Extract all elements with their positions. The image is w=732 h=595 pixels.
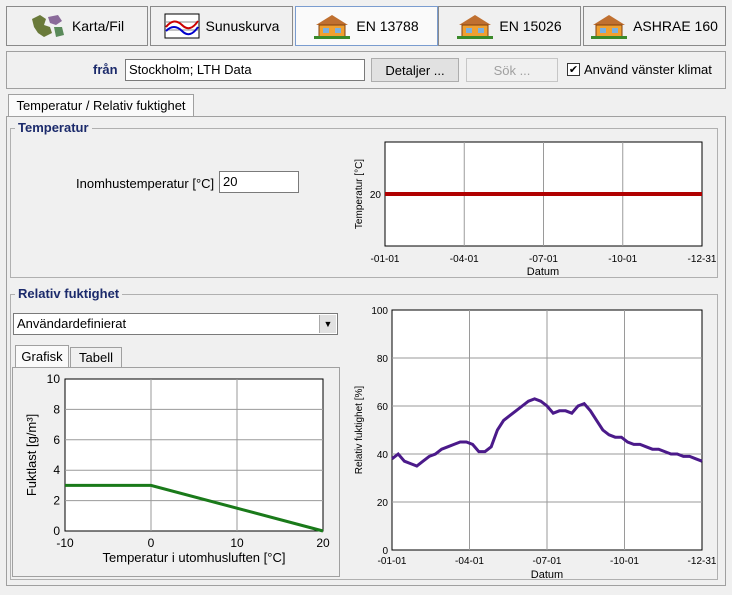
temperature-chart: -01-01 -04-01 -07-01 -10-01 -12-31 20 Datum … — [354, 141, 717, 278]
humidity-mode-select[interactable]: Användardefinierat ▼ — [13, 313, 338, 335]
y-tick-label: 10 — [47, 372, 61, 386]
moisture-series-line — [65, 483, 324, 533]
x-tick-label: 10 — [230, 536, 244, 550]
tab-label: EN 15026 — [499, 18, 562, 34]
tab-en-15026[interactable]: EN 15026 — [438, 6, 581, 46]
x-tick-label: -01-01 — [378, 556, 407, 567]
moisture-ylabel: Fuktlast [g/m³] — [24, 414, 39, 496]
tab-label: Karta/Fil — [71, 18, 125, 34]
tab-karta-fil[interactable]: Karta/Fil — [6, 6, 148, 46]
moisture-plot-area — [64, 378, 324, 532]
y-tick-label: 60 — [377, 402, 389, 413]
search-button[interactable]: Sök ... — [466, 58, 558, 82]
house-icon — [314, 15, 351, 39]
tab-ashrae-160[interactable]: ASHRAE 160 — [583, 6, 726, 46]
tab-temperature-humidity[interactable]: Temperatur / Relativ fuktighet — [8, 94, 194, 116]
humidity-chart: -01-01 -04-01 -07-01 -10-01 -12-31 0 20 40 60 80… — [354, 306, 717, 581]
y-tick-label: 80 — [377, 354, 389, 365]
x-tick-label: 0 — [148, 536, 155, 550]
x-tick-label: -10 — [56, 536, 74, 550]
house-icon — [457, 15, 494, 39]
y-tick-label: 8 — [53, 402, 60, 416]
location-field[interactable]: Stockholm; LTH Data — [125, 59, 365, 81]
indoor-temp-label: Inomhustemperatur [°C] — [76, 176, 215, 191]
tab-label: ASHRAE 160 — [633, 18, 718, 34]
map-icon — [31, 15, 64, 37]
house-icon — [591, 15, 628, 39]
x-tick-label: 20 — [316, 536, 330, 550]
x-tick-label: -04-01 — [450, 254, 479, 265]
temp-y-ticks: 20 — [370, 190, 382, 201]
x-tick-label: -04-01 — [455, 556, 484, 567]
rh-ylabel: Relativ fuktighet [%] — [354, 386, 365, 475]
y-tick-label: 100 — [371, 306, 388, 317]
indoor-temp-field[interactable]: 20 — [219, 171, 299, 193]
y-tick-label: 0 — [382, 546, 388, 557]
moisture-y-ticks: 0 2 4 6 8 10 — [47, 372, 61, 538]
y-tick-label: 4 — [53, 463, 60, 477]
humidity-group-title: Relativ fuktighet — [15, 286, 123, 301]
x-tick-label: -12-31 — [688, 254, 717, 265]
rh-y-ticks: 0 20 40 60 80 100 — [371, 306, 388, 557]
rh-x-ticks: -01-01 -04-01 -07-01 -10-01 -12-31 — [378, 556, 717, 567]
tab-en-13788[interactable]: EN 13788 — [295, 6, 438, 46]
x-tick-label: -10-01 — [610, 556, 639, 567]
left-climate-checkbox[interactable]: ✔ — [567, 63, 580, 76]
details-button[interactable]: Detaljer ... — [371, 58, 459, 82]
tab-grafisk[interactable]: Grafisk — [15, 345, 69, 367]
moisture-x-ticks: -10 0 10 20 — [56, 536, 330, 550]
temp-xlabel: Datum — [527, 266, 559, 278]
rh-series-line — [391, 397, 703, 468]
temp-ylabel: Temperatur [°C] — [354, 159, 365, 229]
tab-label: EN 13788 — [356, 18, 419, 34]
moisture-xlabel: Temperatur i utomhusluften [°C] — [103, 550, 286, 565]
y-tick-label: 6 — [53, 433, 60, 447]
x-tick-label: -01-01 — [371, 254, 400, 265]
tab-tabell[interactable]: Tabell — [70, 347, 122, 367]
temperature-group — [10, 128, 718, 278]
from-label: från — [93, 62, 118, 77]
y-tick-label: 2 — [53, 494, 60, 508]
humidity-mode-value: Användardefinierat — [17, 316, 127, 331]
rh-grid — [392, 310, 702, 550]
chevron-down-icon[interactable]: ▼ — [319, 315, 336, 333]
x-tick-label: -12-31 — [688, 556, 717, 567]
temperature-group-title: Temperatur — [15, 120, 92, 135]
x-tick-label: -07-01 — [533, 556, 562, 567]
curve-icon — [164, 13, 200, 39]
temp-x-ticks: -01-01 -04-01 -07-01 -10-01 -12-31 — [371, 254, 717, 265]
y-tick-label: 20 — [370, 190, 382, 201]
rh-xlabel: Datum — [531, 569, 563, 581]
moisture-grid — [65, 379, 323, 531]
graph-tab-panel — [12, 367, 340, 577]
left-climate-label: Använd vänster klimat — [584, 62, 712, 77]
humidity-group — [10, 294, 718, 580]
x-tick-label: -07-01 — [529, 254, 558, 265]
y-tick-label: 20 — [377, 498, 389, 509]
y-tick-label: 0 — [53, 524, 60, 538]
x-tick-label: -10-01 — [608, 254, 637, 265]
tab-sunuskurva[interactable]: Sunuskurva — [150, 6, 293, 46]
tab-label: Sunuskurva — [205, 18, 280, 34]
y-tick-label: 40 — [377, 450, 389, 461]
